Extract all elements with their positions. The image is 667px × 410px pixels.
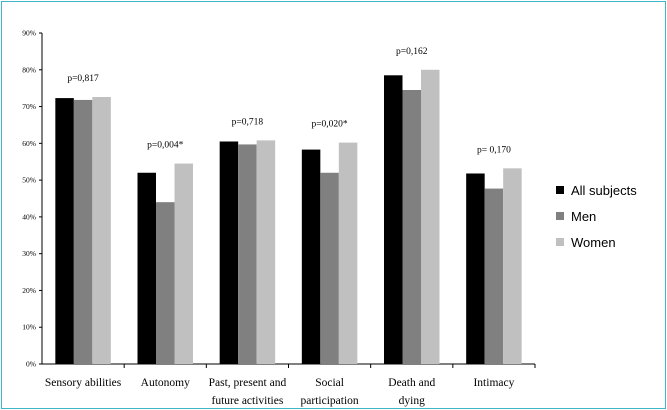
y-tick-label: 50% [22, 176, 36, 185]
category-label: Death and [388, 377, 435, 389]
bar-women [421, 69, 440, 365]
bar-all-subjects [384, 75, 403, 365]
y-tick-label: 90% [22, 29, 36, 38]
bar-men [156, 202, 175, 364]
category-label: future activities [211, 395, 283, 407]
category-label: Intimacy [473, 377, 514, 389]
y-tick-label: 40% [22, 212, 36, 221]
y-tick-label: 0% [26, 360, 36, 369]
category-label: Sensory abilities [45, 377, 122, 389]
y-tick-label: 30% [22, 249, 36, 258]
y-tick-label: 10% [22, 323, 36, 332]
category-label: Autonomy [141, 377, 190, 389]
bar-men [238, 144, 257, 364]
bar-men [484, 188, 504, 364]
bar-women [503, 168, 522, 364]
y-tick-label: 80% [22, 65, 36, 74]
bar-all-subjects [466, 173, 485, 364]
legend-swatch [556, 186, 564, 194]
p-value-label: p=0,817 [67, 74, 99, 84]
p-value-label: p=0,162 [396, 47, 428, 57]
p-value-label: p=0,718 [232, 117, 264, 127]
legend-swatch [556, 212, 564, 220]
p-value-label: p=0,004* [147, 141, 183, 151]
bar-all-subjects [137, 172, 156, 364]
bar-women [92, 96, 111, 364]
legend-label: Women [571, 235, 616, 250]
legend-label: Men [571, 209, 596, 224]
bar-all-subjects [219, 141, 239, 364]
y-tick-label: 70% [22, 102, 36, 111]
y-tick-label: 60% [22, 139, 36, 148]
category-label: Past, present and [209, 377, 287, 389]
bar-all-subjects [301, 149, 321, 364]
bar-men [402, 90, 421, 364]
category-label: dying [399, 395, 425, 407]
legend-swatch [556, 238, 564, 246]
category-label: Social [315, 377, 344, 389]
bar-men [320, 172, 339, 364]
bar-women [174, 163, 193, 364]
category-label: participation [301, 395, 359, 407]
bar-women [338, 142, 358, 364]
bar-men [73, 99, 93, 365]
bar-all-subjects [55, 98, 74, 364]
y-tick-label: 20% [22, 286, 36, 295]
bar-women [256, 140, 276, 364]
p-value-label: p=0,020* [311, 120, 347, 130]
p-value-label: p= 0,170 [477, 145, 511, 155]
legend-label: All subjects [571, 183, 637, 198]
